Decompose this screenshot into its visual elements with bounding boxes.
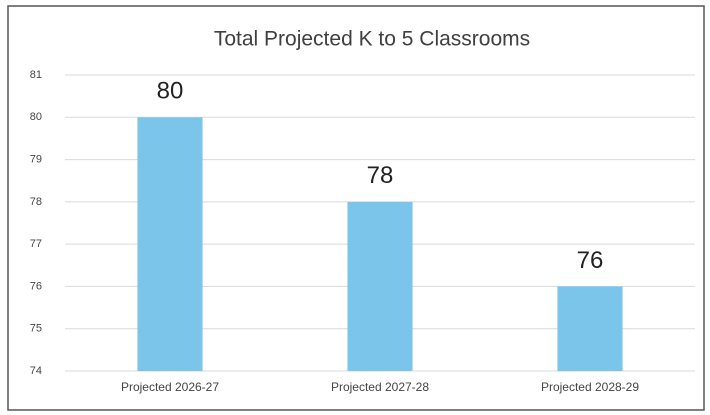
bar xyxy=(557,286,623,371)
y-tick-label: 76 xyxy=(30,280,42,292)
x-tick-label: Projected 2028-29 xyxy=(541,380,639,394)
y-tick-label: 79 xyxy=(30,153,42,165)
chart-title: Total Projected K to 5 Classrooms xyxy=(214,28,530,51)
y-tick-label: 77 xyxy=(30,238,42,250)
data-label: 78 xyxy=(367,162,394,189)
data-label: 80 xyxy=(157,78,184,105)
y-tick-label: 75 xyxy=(30,323,42,335)
y-tick-label: 80 xyxy=(30,111,42,123)
x-tick-label: Projected 2027-28 xyxy=(331,380,429,394)
data-label: 76 xyxy=(577,247,604,274)
y-tick-label: 74 xyxy=(30,365,42,377)
x-tick-label: Projected 2026-27 xyxy=(121,380,219,394)
y-tick-label: 78 xyxy=(30,196,42,208)
y-tick-label: 81 xyxy=(30,69,42,81)
bar xyxy=(347,201,413,371)
bar xyxy=(137,117,203,372)
